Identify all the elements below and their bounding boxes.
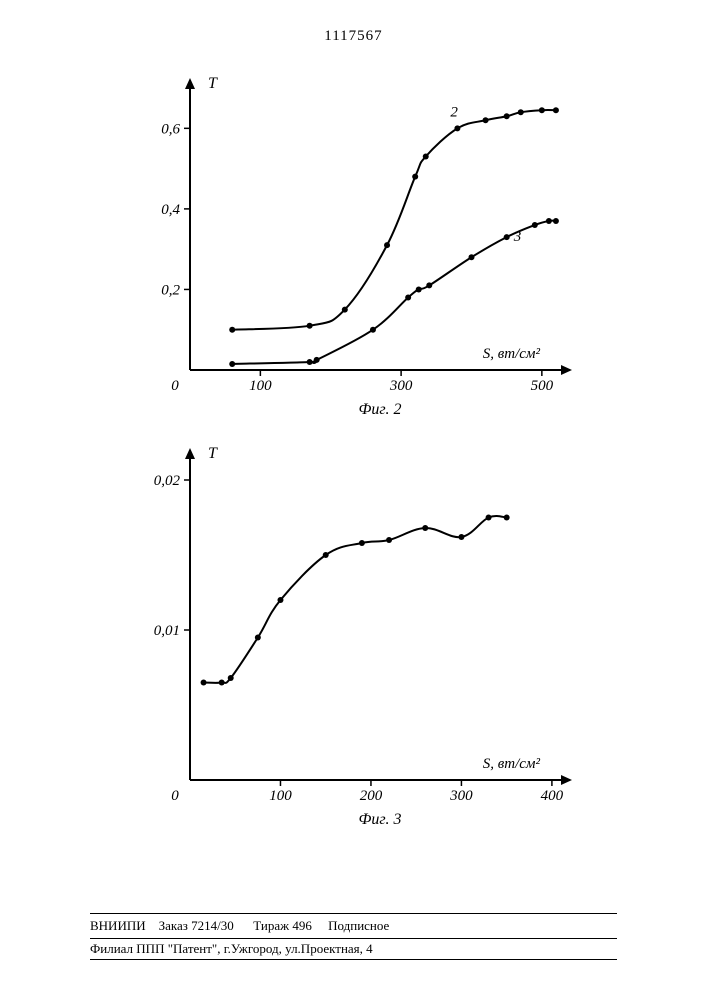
svg-text:0,2: 0,2 (161, 282, 180, 298)
svg-text:0,02: 0,02 (154, 473, 181, 489)
svg-text:0,4: 0,4 (161, 202, 180, 218)
footer-block: ВНИИПИ Заказ 7214/30 Тираж 496 Подписное… (90, 913, 617, 960)
figure-3-chart: 0 100 200 300 400 0,01 0,02 T S, вт/см² Фиг. 3 (120, 430, 590, 830)
svg-text:100: 100 (269, 788, 292, 804)
svg-text:200: 200 (360, 788, 383, 804)
footer-line-1: ВНИИПИ Заказ 7214/30 Тираж 496 Подписное (90, 913, 617, 939)
figure-2-chart: 0 100 300 500 0,2 0,4 0,6 T S, вт/см² 2 3 Фиг. 2 (120, 60, 590, 420)
svg-text:0: 0 (171, 788, 179, 804)
svg-text:Фиг. 2: Фиг. 2 (359, 401, 402, 418)
svg-text:300: 300 (449, 788, 473, 804)
svg-text:S, вт/см²: S, вт/см² (483, 346, 541, 362)
svg-text:500: 500 (531, 378, 554, 394)
svg-text:0: 0 (171, 378, 179, 394)
footer-publisher: ВНИИПИ (90, 918, 146, 933)
svg-text:100: 100 (249, 378, 272, 394)
svg-text:2: 2 (450, 104, 458, 120)
svg-text:0,01: 0,01 (154, 623, 180, 639)
footer-order: Заказ 7214/30 (159, 918, 234, 933)
svg-text:T: T (208, 445, 218, 462)
svg-text:400: 400 (541, 788, 564, 804)
footer-subscription: Подписное (328, 918, 389, 933)
footer-line-2: Филиал ППП "Патент", г.Ужгород, ул.Проек… (90, 941, 617, 960)
svg-text:S, вт/см²: S, вт/см² (483, 756, 541, 772)
page-root: 1117567 0 100 300 500 0,2 0,4 0,6 T S, вт/см² 2 3 Ф… (0, 0, 707, 1000)
svg-text:Фиг. 3: Фиг. 3 (359, 811, 402, 828)
document-number: 1117567 (0, 28, 707, 45)
svg-text:0,6: 0,6 (161, 121, 180, 137)
svg-text:300: 300 (389, 378, 413, 394)
svg-text:T: T (208, 75, 218, 92)
footer-tirage: Тираж 496 (253, 918, 312, 933)
svg-text:3: 3 (513, 229, 522, 245)
